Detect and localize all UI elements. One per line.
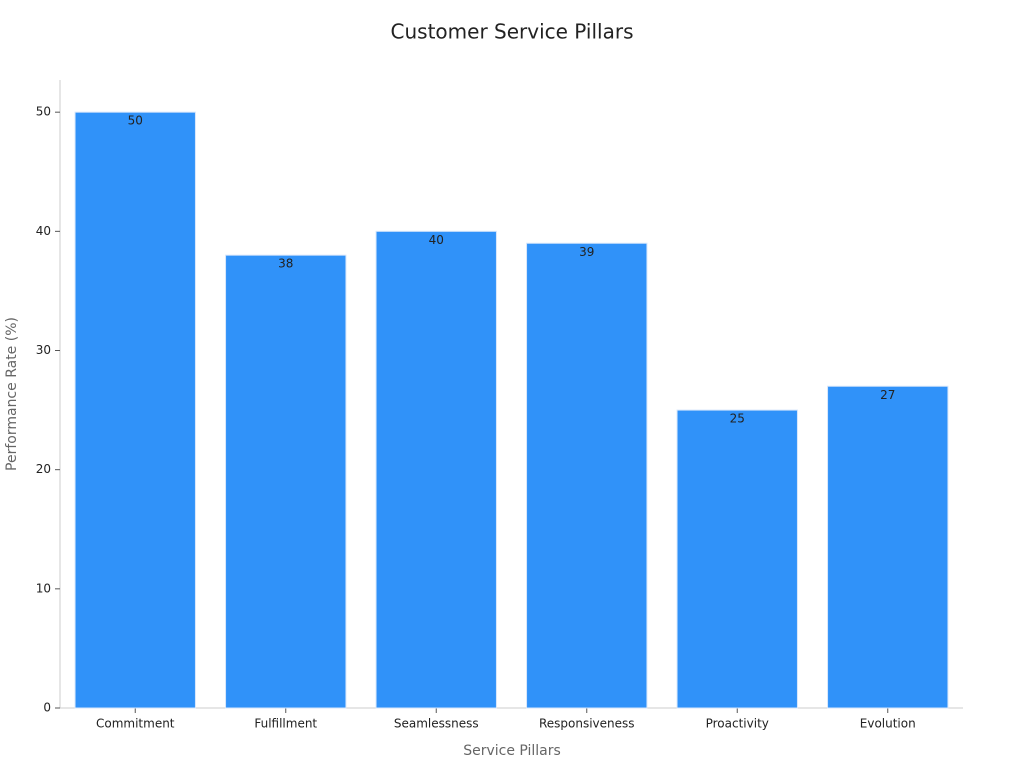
value-label: 38 [278,257,293,271]
value-label: 50 [128,114,143,128]
bar [375,230,497,709]
value-label: 40 [429,233,444,247]
x-tick-label: Evolution [860,717,916,731]
y-tick-label: 20 [36,462,51,476]
bar [74,111,196,709]
y-tick-label: 30 [36,343,51,357]
y-tick-label: 50 [36,105,51,119]
x-tick-label: Fulfillment [254,717,317,731]
y-tick-label: 40 [36,224,51,238]
chart-title: Customer Service Pillars [391,20,634,44]
value-label: 39 [579,245,594,259]
x-axis-label: Service Pillars [463,743,561,759]
bar [526,242,648,709]
y-axis-label: Performance Rate (%) [4,317,20,471]
x-tick-label: Commitment [96,717,175,731]
bar [827,385,949,709]
bar [676,409,798,709]
x-tick-label: Responsiveness [539,717,635,731]
bar [225,254,347,709]
x-tick-label: Seamlessness [394,717,479,731]
value-label: 27 [880,388,895,402]
y-tick-label: 10 [36,581,51,595]
value-label: 25 [730,412,745,426]
x-tick-label: Proactivity [706,717,769,731]
y-tick-label: 0 [43,701,51,715]
